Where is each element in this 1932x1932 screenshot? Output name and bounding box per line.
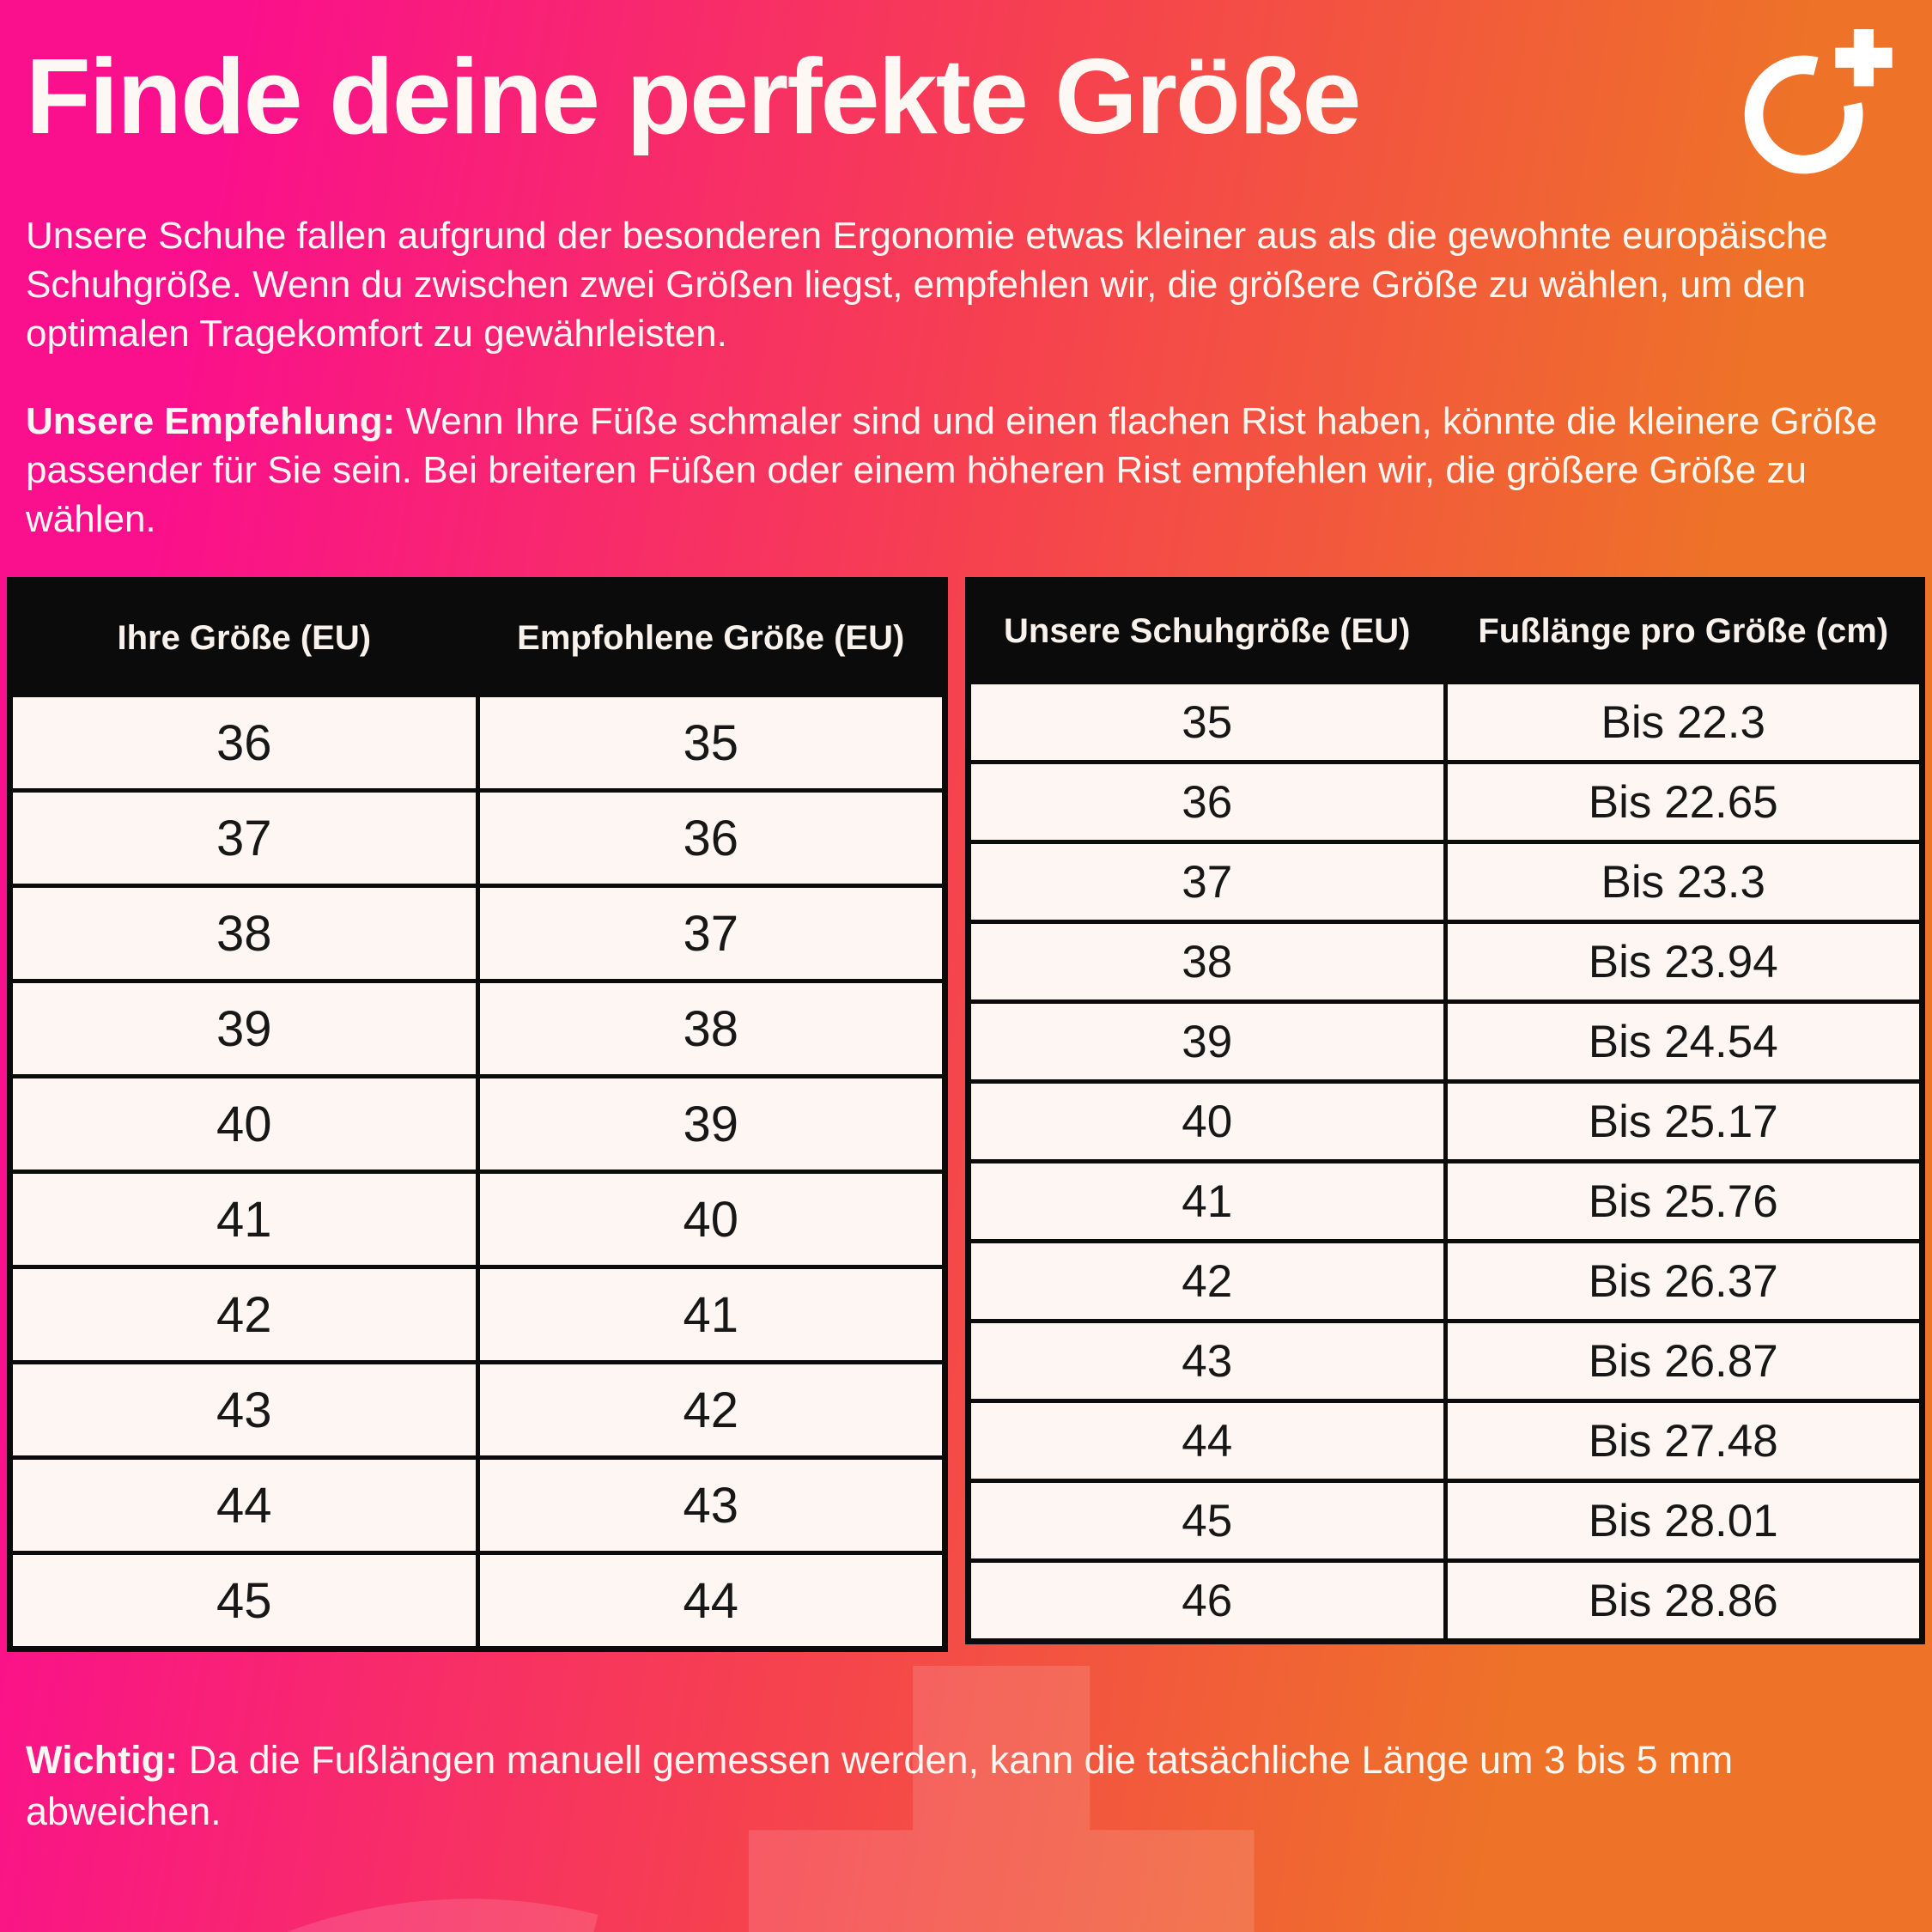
cell-foot-length: Bis 24.54 [1443,999,1924,1084]
page-title: Finde deine perfekte Größe [26,38,1361,156]
footnote-body: Da die Fußlängen manuell gemessen werden… [26,1738,1734,1833]
cell-your-size: 38 [8,884,480,983]
o-plus-logo-icon [1744,29,1893,174]
table-row: 38 Bis 23.94 [966,920,1924,1004]
cell-your-size: 43 [8,1360,480,1460]
cell-recommended-size: 40 [475,1170,947,1269]
header-row: Unsere Schuhgröße (EU) Fußlänge pro Größ… [966,578,1924,684]
footnote-text: Wichtig: Da die Fußlängen manuell gemess… [26,1735,1919,1838]
table-row: 45 Bis 28.01 [966,1479,1924,1563]
table-row: 41 40 [8,1170,947,1269]
cell-your-size: 41 [8,1170,480,1269]
table-row: 38 37 [8,884,947,983]
cell-recommended-size: 38 [475,979,947,1078]
size-conversion-table-header: Ihre Größe (EU) Empfohlene Größe (EU) [8,578,947,697]
size-conversion-table: Ihre Größe (EU) Empfohlene Größe (EU) 36… [7,577,948,1652]
cell-foot-length: Bis 22.65 [1443,760,1924,844]
tables-section: Ihre Größe (EU) Empfohlene Größe (EU) 36… [7,577,1925,1652]
cell-your-size: 39 [8,979,480,1078]
cell-shoe-size: 46 [966,1558,1448,1643]
cell-shoe-size: 45 [966,1479,1448,1563]
size-conversion-table-body: 36 35 37 36 38 37 39 38 40 39 41 40 42 41 43 42 … [8,693,947,1651]
table-row: 41 Bis 25.76 [966,1159,1924,1243]
cell-shoe-size: 39 [966,999,1448,1084]
cell-your-size: 40 [8,1074,480,1174]
column-header-your-size: Ihre Größe (EU) [8,578,480,697]
cell-your-size: 42 [8,1265,480,1364]
cell-foot-length: Bis 25.17 [1443,1079,1924,1163]
cell-recommended-size: 44 [475,1551,947,1651]
recommendation-text: Unsere Empfehlung: Wenn Ihre Füße schmal… [26,397,1893,544]
table-row: 44 43 [8,1455,947,1555]
cell-your-size: 45 [8,1551,480,1651]
table-row: 37 36 [8,788,947,888]
cell-foot-length: Bis 22.3 [1443,680,1924,764]
header-row: Ihre Größe (EU) Empfohlene Größe (EU) [8,578,947,697]
cell-your-size: 37 [8,788,480,888]
cell-shoe-size: 40 [966,1079,1448,1163]
table-row: 39 38 [8,979,947,1078]
cell-recommended-size: 35 [475,693,947,793]
cell-shoe-size: 36 [966,760,1448,844]
table-row: 42 41 [8,1265,947,1364]
table-row: 36 35 [8,693,947,793]
intro-text: Unsere Schuhe fallen aufgrund der besond… [26,215,1828,355]
cell-foot-length: Bis 23.3 [1443,840,1924,924]
table-row: 42 Bis 26.37 [966,1239,1924,1323]
cell-shoe-size: 41 [966,1159,1448,1243]
table-row: 46 Bis 28.86 [966,1558,1924,1643]
cell-foot-length: Bis 27.48 [1443,1399,1924,1483]
table-row: 44 Bis 27.48 [966,1399,1924,1483]
table-row: 45 44 [8,1551,947,1651]
cell-recommended-size: 43 [475,1455,947,1555]
column-header-our-shoe-size: Unsere Schuhgröße (EU) [966,578,1448,684]
table-row: 40 39 [8,1074,947,1174]
column-header-foot-length: Fußlänge pro Größe (cm) [1443,578,1924,684]
cell-foot-length: Bis 23.94 [1443,920,1924,1004]
cell-recommended-size: 41 [475,1265,947,1364]
table-row: 36 Bis 22.65 [966,760,1924,844]
cell-shoe-size: 37 [966,840,1448,924]
footnote-label: Wichtig: [26,1738,179,1782]
cell-recommended-size: 39 [475,1074,947,1174]
cell-recommended-size: 42 [475,1360,947,1460]
recommendation-label: Unsere Empfehlung: [26,400,396,442]
cell-shoe-size: 38 [966,920,1448,1004]
cell-shoe-size: 35 [966,680,1448,764]
cell-recommended-size: 37 [475,884,947,983]
cell-foot-length: Bis 26.87 [1443,1319,1924,1403]
cell-your-size: 44 [8,1455,480,1555]
cell-shoe-size: 43 [966,1319,1448,1403]
table-row: 43 42 [8,1360,947,1460]
cell-shoe-size: 42 [966,1239,1448,1323]
cell-foot-length: Bis 28.86 [1443,1558,1924,1643]
cell-foot-length: Bis 26.37 [1443,1239,1924,1323]
recommendation-body: Wenn Ihre Füße schmaler sind und einen f… [26,400,1878,540]
cell-your-size: 36 [8,693,480,793]
column-header-recommended-size: Empfohlene Größe (EU) [475,578,947,697]
foot-length-table-body: 35 Bis 22.3 36 Bis 22.65 37 Bis 23.3 38 Bis … [966,680,1924,1643]
cell-foot-length: Bis 25.76 [1443,1159,1924,1243]
table-row: 37 Bis 23.3 [966,840,1924,924]
foot-length-table: Unsere Schuhgröße (EU) Fußlänge pro Größ… [965,577,1925,1644]
table-row: 40 Bis 25.17 [966,1079,1924,1163]
cell-recommended-size: 36 [475,788,947,888]
cell-shoe-size: 44 [966,1399,1448,1483]
table-row: 39 Bis 24.54 [966,999,1924,1084]
cell-foot-length: Bis 28.01 [1443,1479,1924,1563]
table-row: 35 Bis 22.3 [966,680,1924,764]
foot-length-table-header: Unsere Schuhgröße (EU) Fußlänge pro Größ… [966,578,1924,684]
table-row: 43 Bis 26.87 [966,1319,1924,1403]
